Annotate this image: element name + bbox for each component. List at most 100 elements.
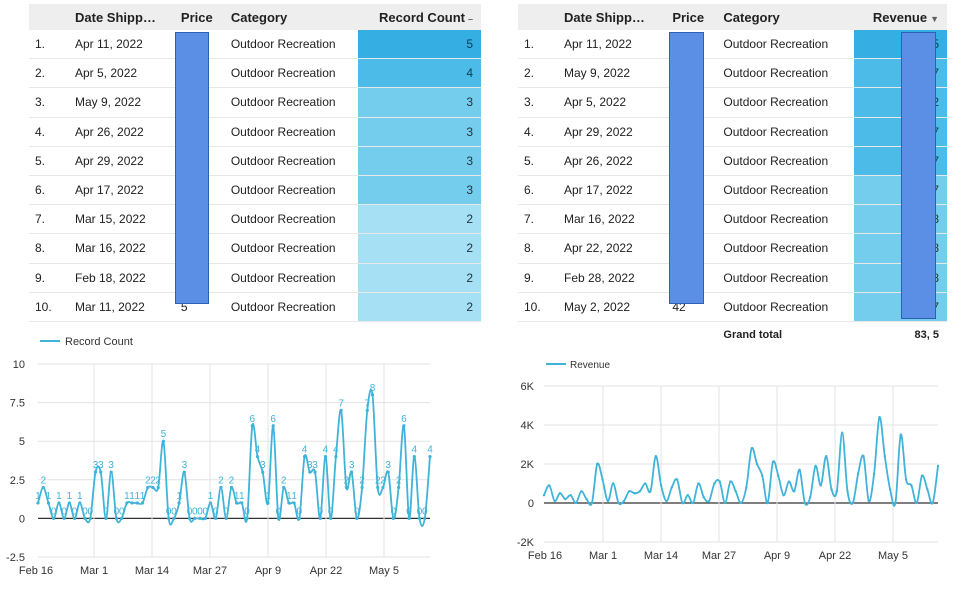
data-point[interactable] (920, 474, 924, 477)
data-point[interactable] (360, 485, 364, 490)
data-point[interactable] (729, 480, 732, 483)
header-price[interactable]: Price (666, 4, 718, 30)
data-point[interactable] (862, 455, 865, 458)
data-point[interactable] (428, 455, 432, 459)
data-point[interactable] (78, 501, 82, 505)
data-point[interactable] (910, 484, 913, 487)
data-point[interactable] (355, 516, 359, 520)
data-point[interactable] (161, 439, 166, 443)
data-point[interactable] (318, 516, 322, 520)
data-point[interactable] (553, 499, 556, 503)
data-point[interactable] (670, 486, 673, 489)
data-point[interactable] (83, 516, 87, 520)
data-point[interactable] (88, 516, 92, 520)
data-point[interactable] (240, 501, 244, 505)
data-point[interactable] (888, 488, 892, 491)
data-point[interactable] (601, 478, 604, 481)
data-point[interactable] (793, 490, 796, 493)
data-point[interactable] (675, 478, 679, 481)
data-point[interactable] (52, 516, 56, 520)
data-point[interactable] (402, 424, 406, 428)
data-point[interactable] (167, 516, 171, 520)
data-point[interactable] (569, 494, 572, 497)
data-point[interactable] (271, 424, 275, 428)
data-point[interactable] (627, 490, 631, 493)
data-point[interactable] (761, 474, 764, 477)
data-point[interactable] (558, 492, 562, 495)
data-point[interactable] (872, 472, 876, 475)
data-point[interactable] (606, 499, 610, 503)
data-point[interactable] (878, 416, 881, 419)
data-point[interactable] (787, 480, 791, 483)
data-point[interactable] (883, 455, 886, 458)
data-point[interactable] (830, 488, 833, 491)
data-point[interactable] (596, 462, 599, 466)
data-point[interactable] (649, 490, 652, 493)
data-point[interactable] (172, 516, 176, 520)
data-point[interactable] (46, 501, 51, 505)
sort-indicator-icon[interactable]: – (467, 13, 473, 24)
header-date-shipped[interactable]: Date Shipp… (69, 4, 175, 30)
data-point[interactable] (423, 516, 427, 520)
data-point[interactable] (840, 431, 844, 434)
data-point[interactable] (282, 485, 286, 490)
data-point[interactable] (803, 501, 807, 505)
data-point[interactable] (297, 516, 301, 520)
data-point[interactable] (697, 482, 700, 485)
data-point[interactable] (782, 494, 785, 497)
data-point[interactable] (846, 490, 849, 493)
data-point[interactable] (302, 455, 307, 459)
data-point[interactable] (686, 494, 689, 497)
header-price[interactable]: Price (174, 4, 225, 30)
header-category[interactable]: Category (717, 4, 854, 30)
data-point[interactable] (931, 501, 934, 505)
data-point[interactable] (182, 470, 186, 474)
data-point[interactable] (245, 516, 249, 520)
data-point[interactable] (146, 485, 150, 490)
data-point[interactable] (417, 516, 422, 520)
data-point[interactable] (407, 516, 411, 520)
data-point[interactable] (57, 501, 61, 505)
data-point[interactable] (229, 485, 233, 490)
data-point[interactable] (376, 485, 380, 490)
data-point[interactable] (104, 516, 108, 520)
data-point[interactable] (622, 499, 626, 503)
data-point[interactable] (255, 455, 260, 459)
data-point[interactable] (617, 501, 620, 505)
data-point[interactable] (187, 516, 192, 520)
data-point[interactable] (702, 495, 705, 499)
data-point[interactable] (292, 501, 296, 505)
data-point[interactable] (214, 516, 218, 520)
header-category[interactable]: Category (224, 4, 358, 30)
data-point[interactable] (72, 516, 77, 520)
data-point[interactable] (904, 478, 908, 481)
data-point[interactable] (723, 501, 727, 505)
data-point[interactable] (926, 488, 929, 491)
chart-legend[interactable]: Revenue (546, 360, 610, 371)
data-point[interactable] (819, 484, 823, 487)
data-point[interactable] (574, 501, 578, 505)
data-point[interactable] (734, 490, 737, 493)
data-point[interactable] (391, 516, 396, 520)
data-point[interactable] (67, 501, 71, 505)
data-point[interactable] (334, 455, 338, 459)
data-point[interactable] (814, 464, 817, 468)
data-point[interactable] (665, 499, 668, 503)
data-point[interactable] (114, 516, 118, 520)
data-point[interactable] (344, 485, 348, 490)
data-point[interactable] (370, 393, 375, 397)
